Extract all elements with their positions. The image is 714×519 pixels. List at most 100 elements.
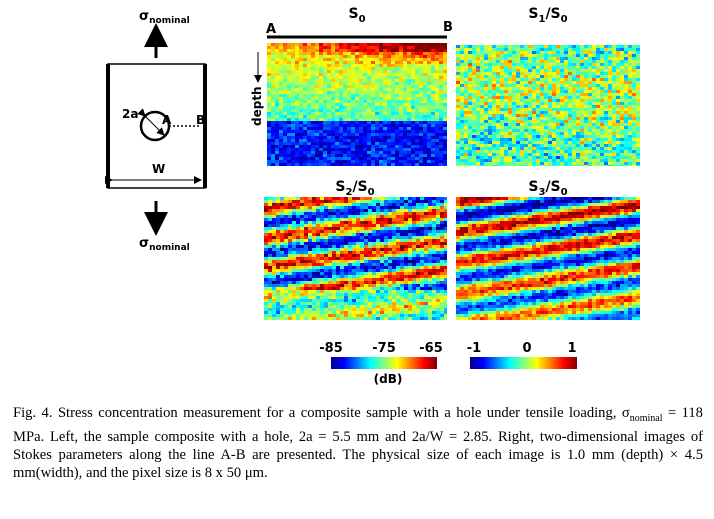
pixel <box>275 145 279 148</box>
pixel <box>355 85 359 88</box>
pixel <box>496 57 500 60</box>
pixel <box>612 102 616 105</box>
pixel <box>335 118 339 121</box>
pixel <box>315 61 319 64</box>
pixel <box>480 147 484 150</box>
pixel <box>331 97 335 100</box>
pixel <box>311 145 315 148</box>
pixel <box>600 72 604 75</box>
pixel <box>320 248 324 251</box>
pixel <box>347 121 351 124</box>
pixel <box>319 70 323 73</box>
pixel <box>624 150 628 153</box>
pixel <box>416 215 420 218</box>
pixel <box>492 96 496 99</box>
pixel <box>532 96 536 99</box>
pixel <box>300 209 304 212</box>
pixel <box>476 60 480 63</box>
pixel <box>327 160 331 163</box>
pixel <box>287 139 291 142</box>
pixel <box>516 105 520 108</box>
pixel <box>500 72 504 75</box>
pixel <box>604 141 608 144</box>
pixel <box>272 227 276 230</box>
pixel <box>311 163 315 166</box>
pixel <box>423 97 427 100</box>
pixel <box>320 212 324 215</box>
pixel <box>556 123 560 126</box>
pixel <box>464 126 468 129</box>
pixel <box>604 54 608 57</box>
pixel <box>415 157 419 160</box>
pixel <box>299 43 303 46</box>
pixel <box>367 76 371 79</box>
pixel <box>596 138 600 141</box>
pixel <box>428 275 432 278</box>
pixel <box>520 117 524 120</box>
pixel <box>412 236 416 239</box>
pixel <box>424 272 428 275</box>
pixel <box>315 64 319 67</box>
pixel <box>444 218 447 221</box>
pixel <box>300 245 304 248</box>
pixel <box>548 111 552 114</box>
pixel <box>348 242 352 245</box>
pixel <box>584 60 588 63</box>
pixel <box>339 127 343 130</box>
pixel <box>444 251 447 254</box>
pixel <box>287 94 291 97</box>
pixel <box>520 90 524 93</box>
pixel <box>576 144 580 147</box>
pixel <box>476 102 480 105</box>
pixel <box>275 142 279 145</box>
pixel <box>308 215 312 218</box>
pixel <box>564 150 568 153</box>
pixel <box>388 233 392 236</box>
pixel <box>275 82 279 85</box>
pixel <box>620 153 624 156</box>
pixel <box>351 163 355 166</box>
pixel <box>280 221 284 224</box>
pixel <box>415 106 419 109</box>
pixel <box>379 58 383 61</box>
pixel <box>352 275 356 278</box>
pixel <box>540 105 544 108</box>
pixel <box>600 129 604 132</box>
pixel <box>472 45 476 48</box>
pixel <box>504 111 508 114</box>
pixel <box>460 135 464 138</box>
pixel <box>311 88 315 91</box>
pixel <box>335 115 339 118</box>
pixel <box>320 260 324 263</box>
stokes-image <box>456 45 640 166</box>
pixel <box>295 148 299 151</box>
pixel <box>272 212 276 215</box>
pixel <box>335 133 339 136</box>
pixel <box>304 260 308 263</box>
pixel <box>331 139 335 142</box>
pixel <box>556 120 560 123</box>
pixel <box>443 118 447 121</box>
pixel <box>564 111 568 114</box>
pixel <box>556 114 560 117</box>
pixel <box>351 46 355 49</box>
pixel <box>580 51 584 54</box>
pixel <box>300 224 304 227</box>
pixel <box>284 227 288 230</box>
pixel <box>316 239 320 242</box>
pixel <box>276 233 280 236</box>
pixel <box>379 127 383 130</box>
pixel <box>383 154 387 157</box>
pixel <box>411 151 415 154</box>
pixel <box>403 106 407 109</box>
pixel <box>303 64 307 67</box>
pixel <box>324 203 328 206</box>
pixel <box>271 139 275 142</box>
pixel <box>376 272 380 275</box>
pixel <box>435 124 439 127</box>
pixel <box>375 118 379 121</box>
pixel <box>572 60 576 63</box>
pixel <box>379 118 383 121</box>
pixel <box>520 57 524 60</box>
pixel <box>636 81 640 84</box>
